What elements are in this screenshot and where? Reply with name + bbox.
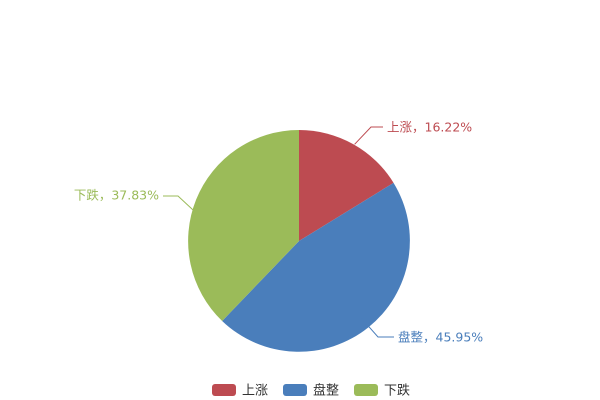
legend-swatch-icon — [283, 384, 307, 396]
chart-legend: 上涨 盘整 下跌 — [212, 383, 410, 399]
pie-label-xiadie: 下跌，37.83% — [74, 188, 159, 203]
legend-item-xiadie[interactable]: 下跌 — [354, 383, 410, 399]
legend-swatch-icon — [354, 384, 378, 396]
pie-slice-xiadie[interactable] — [188, 130, 299, 321]
pie-label-shangzhang: 上涨，16.22% — [387, 120, 472, 135]
legend-item-panzheng[interactable]: 盘整 — [283, 383, 339, 399]
pie-label-panzheng: 盘整，45.95% — [398, 330, 483, 345]
pie-slice-shangzhang[interactable] — [299, 130, 394, 241]
pie-slice-panzheng[interactable] — [222, 182, 410, 352]
legend-label-xiadie: 下跌 — [384, 383, 410, 399]
leader-line-panzheng — [361, 318, 394, 338]
leader-line-xiadie — [163, 195, 194, 211]
legend-swatch-icon — [212, 384, 236, 396]
legend-label-shangzhang: 上涨 — [242, 384, 268, 399]
legend-label-panzheng: 盘整 — [313, 383, 339, 399]
legend-item-shangzhang[interactable]: 上涨 — [212, 384, 268, 399]
leader-line-shangzhang — [354, 126, 383, 145]
